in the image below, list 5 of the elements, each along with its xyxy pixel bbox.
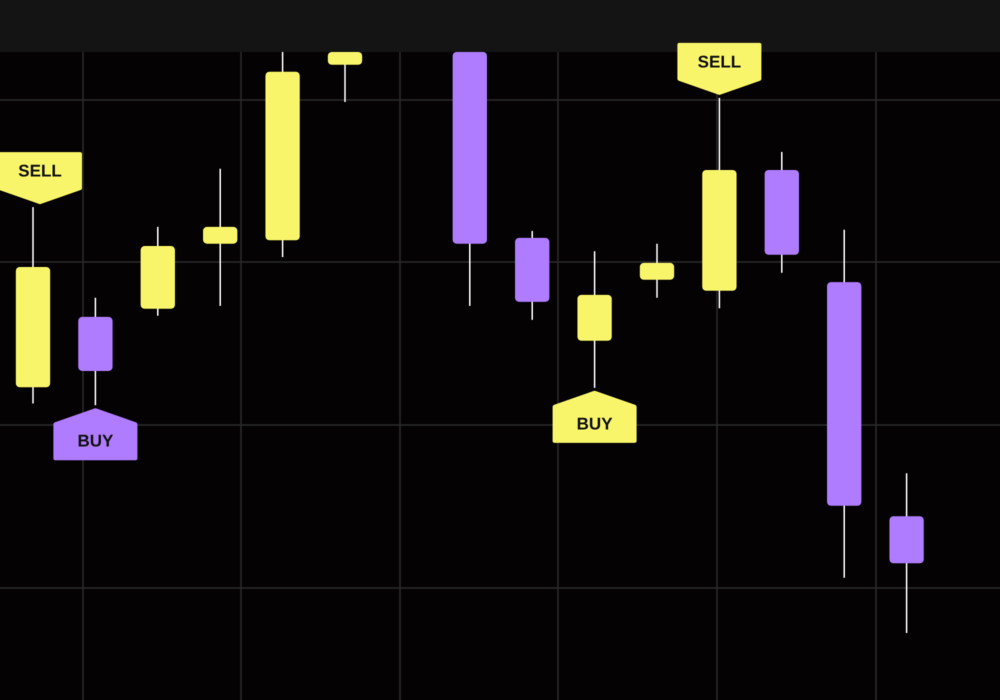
- annotation: SELL: [698, 52, 742, 72]
- candlestick: [203, 168, 238, 307]
- annotation: SELL: [18, 162, 62, 181]
- annotation: BUY: [576, 414, 614, 434]
- annotation: BUY: [77, 432, 114, 451]
